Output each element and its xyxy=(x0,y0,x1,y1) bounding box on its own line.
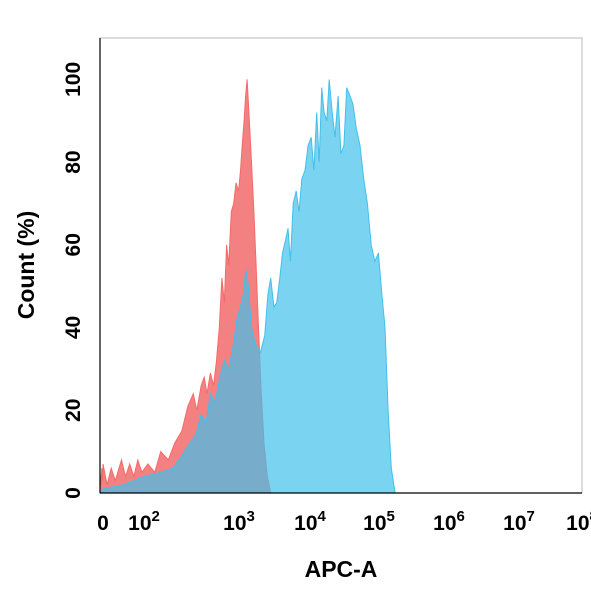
histogram-series-2 xyxy=(99,79,396,494)
x-tick-label: 108 xyxy=(566,508,591,535)
y-tick-label: 40 xyxy=(62,316,85,339)
x-tick-label: 104 xyxy=(294,508,326,535)
x-tick-label: 0 xyxy=(97,512,109,535)
y-tick-label: 80 xyxy=(62,150,85,173)
y-tick-label: 0 xyxy=(62,487,85,499)
x-tick-label: 102 xyxy=(128,508,160,535)
y-tick-label: 100 xyxy=(62,62,85,97)
x-tick-label: 107 xyxy=(503,508,535,535)
x-tick-label: 103 xyxy=(223,508,255,535)
histogram-series-layer xyxy=(99,79,396,494)
y-axis-label: Count (%) xyxy=(13,211,39,320)
y-tick-labels: 0 20 40 60 80 100 xyxy=(62,62,85,499)
y-tick-label: 20 xyxy=(62,399,85,422)
x-tick-label: 105 xyxy=(363,508,395,535)
x-tick-label: 106 xyxy=(433,508,465,535)
x-axis-label: APC-A xyxy=(305,556,378,582)
y-tick-label: 60 xyxy=(62,233,85,256)
x-tick-labels: 0 102 103 104 105 106 107 108 xyxy=(97,508,591,535)
